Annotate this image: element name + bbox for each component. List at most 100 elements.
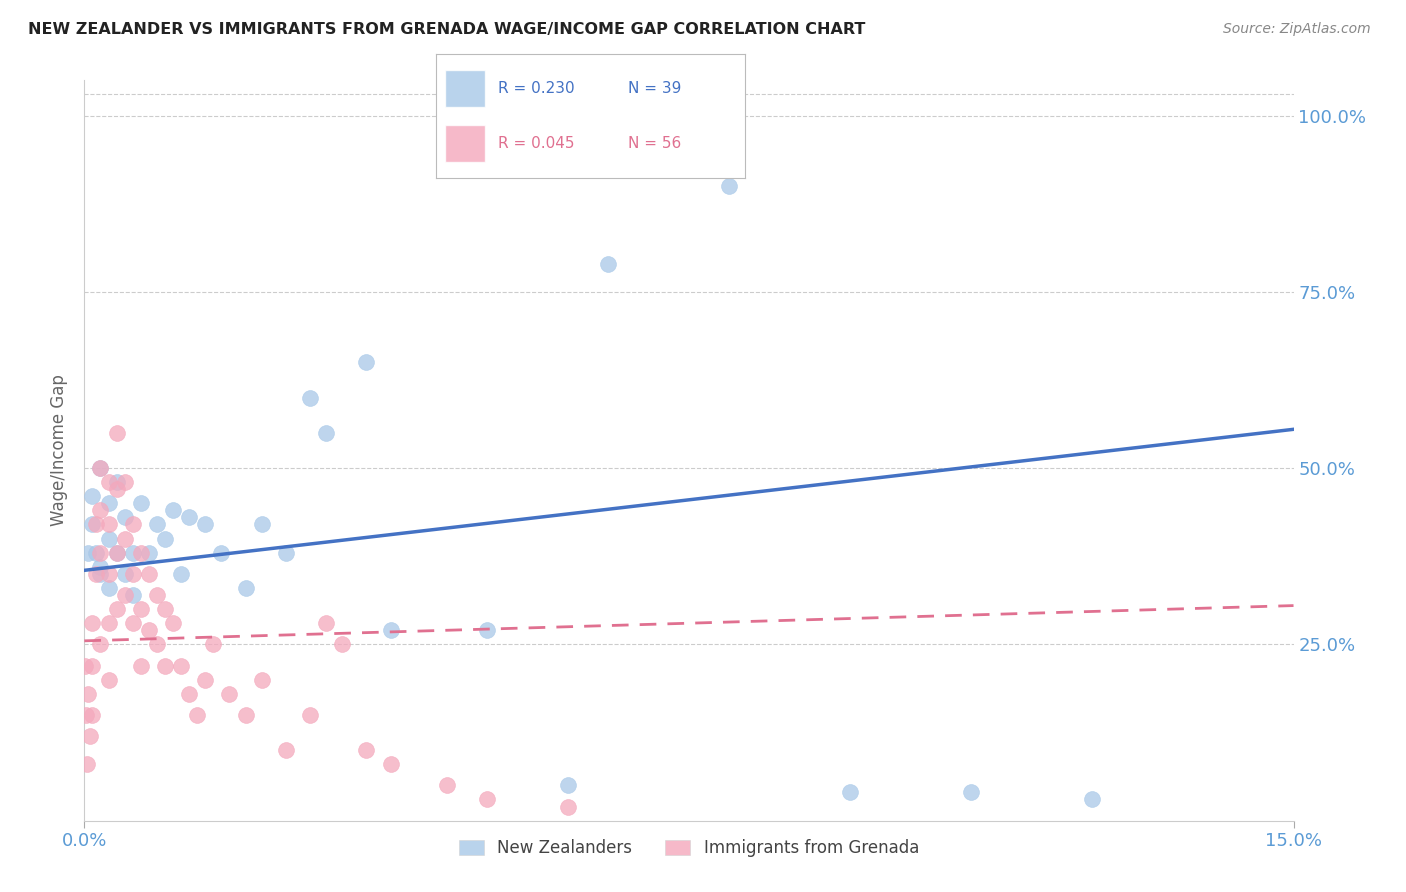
Text: R = 0.045: R = 0.045: [498, 136, 574, 151]
Point: [209, 546, 232, 560]
Point: [121, 616, 143, 631]
Point: [97, 532, 120, 546]
Point: [718, 179, 741, 194]
Point: [89, 637, 111, 651]
Point: [186, 707, 208, 722]
Point: [138, 624, 160, 638]
Point: [86, 566, 108, 581]
Point: [79, 729, 101, 743]
Point: [299, 391, 322, 405]
Point: [121, 566, 143, 581]
Point: [170, 566, 193, 581]
Point: [235, 581, 257, 595]
Point: [960, 785, 983, 799]
Text: N = 39: N = 39: [627, 81, 681, 96]
Point: [82, 489, 104, 503]
Point: [114, 475, 136, 490]
Point: [557, 778, 579, 792]
Point: [97, 475, 120, 490]
Point: [75, 707, 97, 722]
Point: [129, 658, 152, 673]
Text: N = 56: N = 56: [627, 136, 681, 151]
Point: [356, 355, 378, 369]
Point: [129, 602, 152, 616]
Point: [105, 425, 128, 440]
Point: [121, 517, 143, 532]
Point: [97, 496, 120, 510]
Point: [146, 637, 169, 651]
Point: [129, 496, 152, 510]
Point: [97, 566, 120, 581]
Point: [250, 673, 273, 687]
Point: [82, 517, 104, 532]
Point: [121, 546, 143, 560]
Point: [138, 546, 160, 560]
Point: [179, 510, 201, 524]
Point: [218, 687, 240, 701]
Point: [82, 707, 104, 722]
Point: [179, 687, 201, 701]
Text: R = 0.230: R = 0.230: [498, 81, 574, 96]
Point: [105, 482, 128, 496]
Point: [105, 546, 128, 560]
Point: [250, 517, 273, 532]
Point: [105, 602, 128, 616]
Point: [138, 566, 160, 581]
Point: [97, 581, 120, 595]
Point: [315, 616, 337, 631]
Point: [202, 637, 225, 651]
Point: [330, 637, 353, 651]
FancyBboxPatch shape: [446, 70, 485, 107]
Point: [76, 757, 98, 772]
Point: [89, 559, 111, 574]
Point: [77, 546, 100, 560]
Point: [114, 510, 136, 524]
Point: [436, 778, 458, 792]
Point: [598, 257, 620, 271]
Point: [153, 532, 176, 546]
Point: [97, 616, 120, 631]
Legend: New Zealanders, Immigrants from Grenada: New Zealanders, Immigrants from Grenada: [453, 833, 925, 864]
Point: [315, 425, 337, 440]
Point: [89, 461, 111, 475]
Point: [153, 658, 176, 673]
Point: [114, 532, 136, 546]
Point: [146, 588, 169, 602]
Point: [146, 517, 169, 532]
Point: [114, 566, 136, 581]
Point: [380, 624, 402, 638]
Point: [557, 799, 579, 814]
Point: [97, 517, 120, 532]
Point: [75, 658, 97, 673]
Point: [105, 546, 128, 560]
Point: [114, 588, 136, 602]
Point: [380, 757, 402, 772]
Point: [274, 743, 297, 757]
Text: Source: ZipAtlas.com: Source: ZipAtlas.com: [1223, 22, 1371, 37]
Text: NEW ZEALANDER VS IMMIGRANTS FROM GRENADA WAGE/INCOME GAP CORRELATION CHART: NEW ZEALANDER VS IMMIGRANTS FROM GRENADA…: [28, 22, 866, 37]
Point: [194, 673, 217, 687]
Point: [97, 673, 120, 687]
Point: [89, 461, 111, 475]
Point: [356, 743, 378, 757]
Point: [839, 785, 862, 799]
Point: [86, 517, 108, 532]
Point: [129, 546, 152, 560]
Point: [274, 546, 297, 560]
Point: [89, 503, 111, 517]
Point: [162, 503, 184, 517]
Point: [162, 616, 184, 631]
Point: [82, 658, 104, 673]
Point: [477, 792, 499, 806]
Point: [194, 517, 217, 532]
Point: [235, 707, 257, 722]
Point: [89, 566, 111, 581]
Point: [477, 624, 499, 638]
FancyBboxPatch shape: [446, 125, 485, 162]
Point: [121, 588, 143, 602]
Point: [77, 687, 100, 701]
Point: [1081, 792, 1104, 806]
Point: [105, 475, 128, 490]
Point: [153, 602, 176, 616]
Point: [89, 546, 111, 560]
